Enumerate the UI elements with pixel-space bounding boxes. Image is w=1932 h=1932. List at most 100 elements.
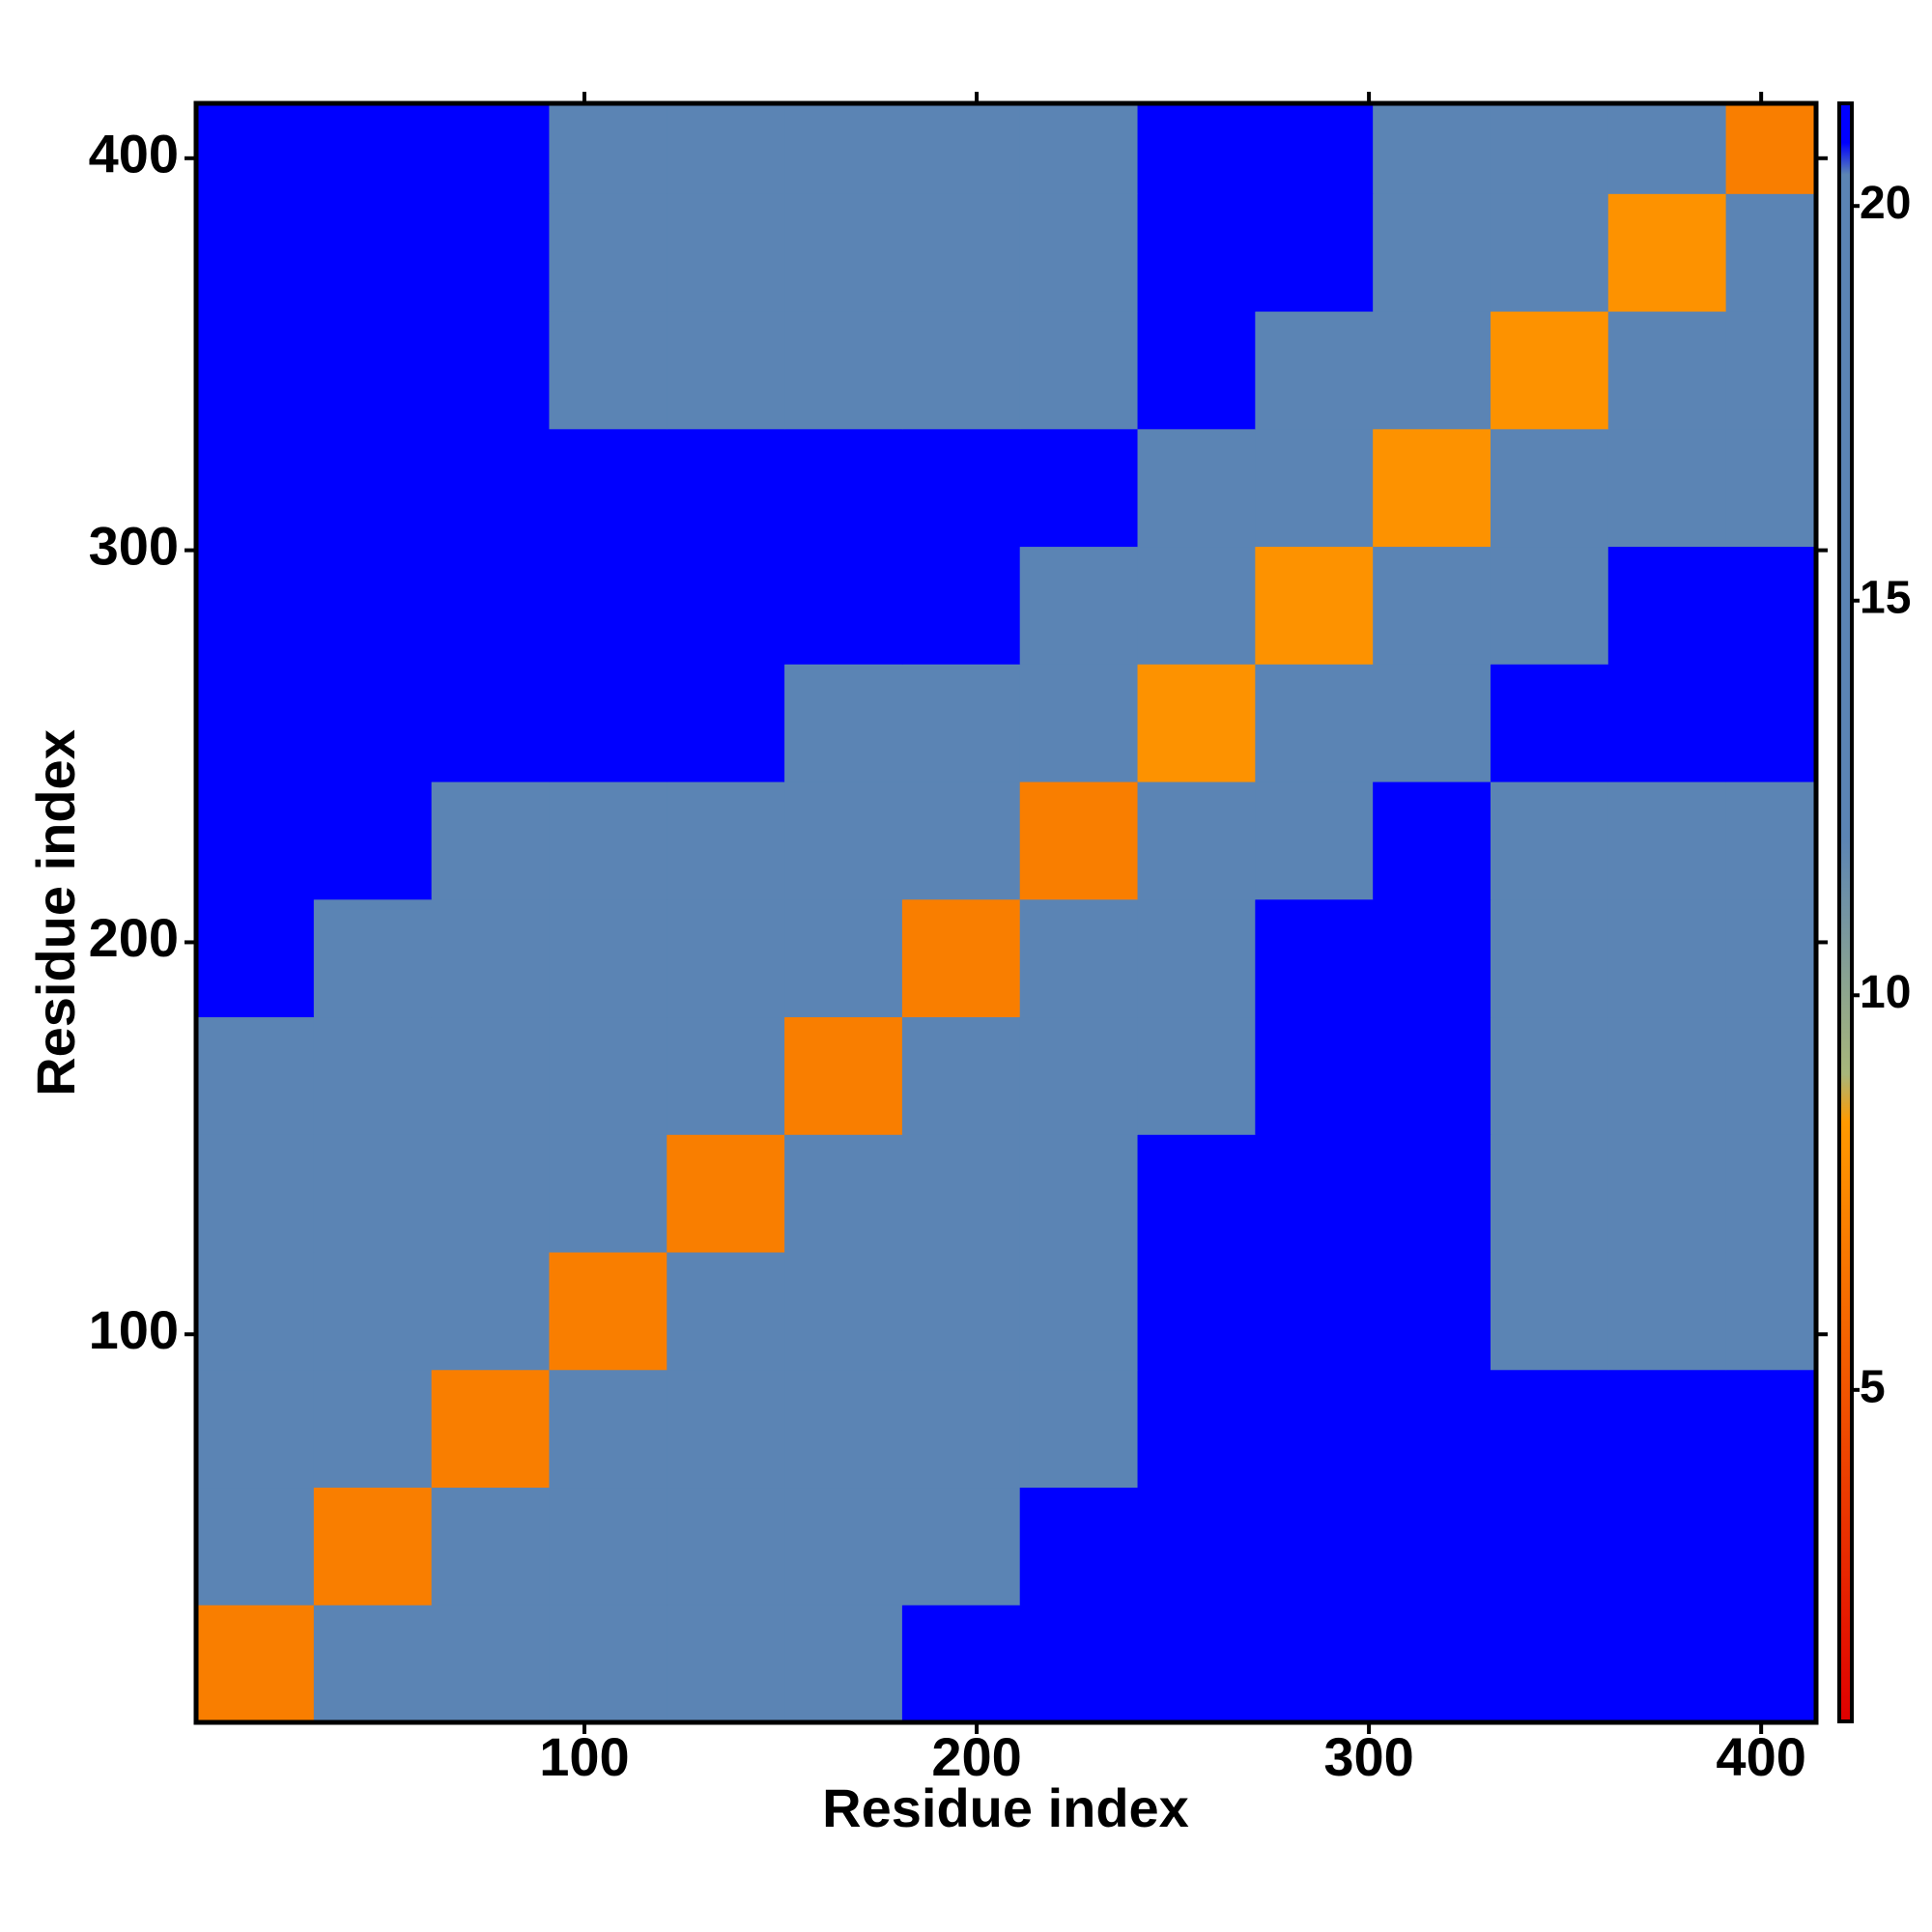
- heatmap-cell: [1137, 1016, 1256, 1135]
- heatmap-cell: [784, 1016, 903, 1135]
- heatmap-cell: [1373, 781, 1492, 900]
- heatmap-cell: [549, 781, 668, 900]
- heatmap-cell: [313, 1252, 433, 1371]
- heatmap-cell: [1490, 1252, 1609, 1371]
- heatmap-cell: [1137, 781, 1256, 900]
- heatmap-cell: [549, 1369, 668, 1489]
- heatmap-cell: [196, 311, 315, 430]
- heatmap-cell: [431, 1369, 550, 1489]
- heatmap-cell: [313, 193, 433, 312]
- heatmap-cell: [784, 898, 903, 1018]
- heatmap-cell: [784, 1134, 903, 1253]
- heatmap-cell: [431, 898, 550, 1018]
- heatmap-cell: [1490, 1016, 1609, 1135]
- heatmap-cell: [1137, 1252, 1256, 1371]
- heatmap-cell: [431, 664, 550, 782]
- heatmap-cell: [1725, 1134, 1817, 1253]
- heatmap-cell: [431, 193, 550, 312]
- heatmap-cell: [1373, 1134, 1492, 1253]
- heatmap-cell: [1019, 546, 1139, 665]
- heatmap-cell: [431, 1016, 550, 1135]
- heatmap-cell: [549, 1605, 668, 1723]
- heatmap-cell: [1373, 103, 1492, 194]
- heatmap-cell: [1607, 1369, 1727, 1489]
- heatmap-cell: [313, 1134, 433, 1253]
- heatmap-cell: [431, 1487, 550, 1605]
- heatmap-cell: [1019, 1016, 1139, 1135]
- heatmap-cell: [1490, 898, 1609, 1018]
- heatmap-cell: [1490, 781, 1609, 900]
- heatmap-cell: [667, 1016, 785, 1135]
- heatmap-cell: [196, 546, 315, 665]
- heatmap-cell: [667, 193, 785, 312]
- heatmap-cell: [1607, 1252, 1727, 1371]
- heatmap-cell: [1137, 311, 1256, 430]
- heatmap-cell: [549, 428, 668, 548]
- heatmap-cell: [196, 664, 315, 782]
- heatmap-cell: [667, 664, 785, 782]
- heatmap-cell: [1255, 193, 1374, 312]
- heatmap-cell: [1019, 1369, 1139, 1489]
- heatmap-cell: [196, 1369, 315, 1489]
- heatmap-cell: [1137, 428, 1256, 548]
- heatmap-cell: [667, 898, 785, 1018]
- heatmap-cell: [313, 781, 433, 900]
- heatmap-cell: [1255, 103, 1374, 194]
- heatmap-cell: [1490, 1369, 1609, 1489]
- heatmap-cell: [1607, 898, 1727, 1018]
- heatmap-cell: [1490, 103, 1609, 194]
- heatmap-cell: [1725, 311, 1817, 430]
- heatmap-cell: [1255, 1487, 1374, 1605]
- heatmap-cell: [313, 1016, 433, 1135]
- y-tick-label: 400: [89, 124, 179, 185]
- heatmap-cell: [901, 311, 1021, 430]
- heatmap-cell: [1490, 193, 1609, 312]
- heatmap-cell: [1019, 664, 1139, 782]
- heatmap-cell: [667, 428, 785, 548]
- heatmap-cell: [784, 1487, 903, 1605]
- heatmap-cell: [1373, 1605, 1492, 1723]
- heatmap-cell: [1607, 781, 1727, 900]
- y-axis-title: Residue index: [25, 729, 86, 1096]
- heatmap-cell: [1607, 103, 1727, 194]
- heatmap-cell: [1607, 1605, 1727, 1723]
- heatmap-cell: [549, 193, 668, 312]
- heatmap-cell: [1255, 546, 1374, 665]
- heatmap-cell: [1725, 898, 1817, 1018]
- heatmap-cell: [196, 1016, 315, 1135]
- heatmap-cell: [1607, 1487, 1727, 1605]
- heatmap-cell: [1607, 428, 1727, 548]
- heatmap-cell: [1725, 193, 1817, 312]
- heatmap-cell: [1137, 193, 1256, 312]
- heatmap-cell: [1607, 546, 1727, 665]
- heatmap-cell: [313, 103, 433, 194]
- heatmap-cell: [196, 1487, 315, 1605]
- heatmap-cell: [431, 311, 550, 430]
- heatmap-cell: [667, 1369, 785, 1489]
- heatmap: [196, 103, 1817, 1723]
- heatmap-cell: [1137, 898, 1256, 1018]
- heatmap-cell: [667, 1605, 785, 1723]
- heatmap-cell: [901, 664, 1021, 782]
- heatmap-cell: [667, 1252, 785, 1371]
- heatmap-cell: [1607, 1016, 1727, 1135]
- heatmap-cell: [1490, 428, 1609, 548]
- x-tick-label: 400: [1716, 1726, 1805, 1787]
- heatmap-cell: [784, 311, 903, 430]
- plot-frame: [193, 100, 1819, 1725]
- heatmap-cell: [1490, 311, 1609, 430]
- colorbar-tick-label: 10: [1860, 967, 1911, 1018]
- heatmap-cell: [1373, 546, 1492, 665]
- heatmap-cell: [1373, 193, 1492, 312]
- heatmap-cell: [667, 1134, 785, 1253]
- heatmap-cell: [1019, 1252, 1139, 1371]
- heatmap-cell: [784, 546, 903, 665]
- heatmap-cell: [784, 781, 903, 900]
- heatmap-cell: [196, 1252, 315, 1371]
- heatmap-cell: [901, 1487, 1021, 1605]
- heatmap-cell: [1373, 664, 1492, 782]
- heatmap-cell: [1490, 1134, 1609, 1253]
- heatmap-cell: [196, 781, 315, 900]
- colorbar: [1837, 101, 1854, 1723]
